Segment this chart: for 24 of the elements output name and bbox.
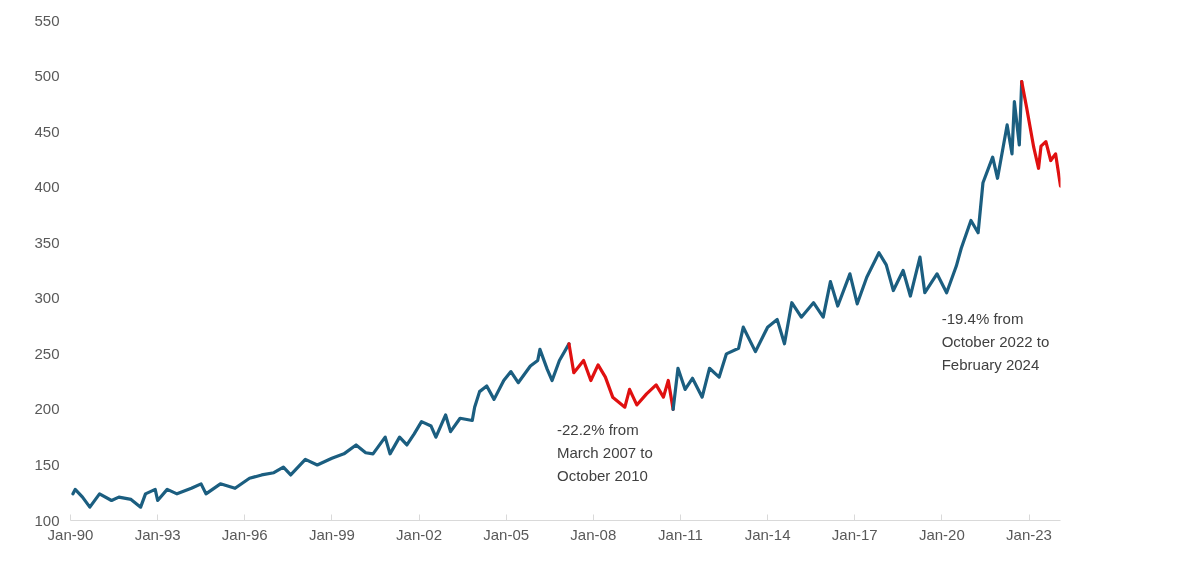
- x-tick-label: Jan-99: [308, 525, 355, 543]
- x-tick-label: Jan-05: [483, 525, 530, 543]
- x-tick-label: Jan-96: [221, 525, 268, 543]
- y-tick-label: 400: [34, 178, 60, 196]
- y-tick-label: 150: [34, 455, 60, 473]
- x-tick-label: Jan-11: [658, 525, 703, 543]
- y-tick-label: 450: [34, 122, 60, 140]
- y-tick-label: 200: [34, 400, 60, 418]
- x-tick-label: Jan-02: [396, 525, 442, 543]
- y-tick-label: 300: [34, 289, 60, 307]
- line-series: [1020, 80, 1061, 188]
- x-tick-label: Jan-08: [570, 525, 617, 543]
- line-series: [567, 342, 675, 411]
- x-tick-label: Jan-17: [831, 525, 878, 543]
- x-tick-label: Jan-14: [744, 525, 791, 543]
- y-tick-label: 250: [34, 344, 60, 362]
- y-tick-label: 550: [34, 11, 60, 29]
- x-tick-label: Jan-93: [134, 525, 181, 543]
- x-tick-label: Jan-23: [1006, 525, 1052, 543]
- x-tick-label: Jan-20: [918, 525, 965, 543]
- annotation: -19.4% from October 2022 to February 2024: [941, 310, 1050, 373]
- y-tick-label: 500: [34, 67, 60, 85]
- annotation: -22.2% from March 2007 to October 2010: [556, 421, 653, 485]
- y-tick-label: 350: [34, 233, 60, 251]
